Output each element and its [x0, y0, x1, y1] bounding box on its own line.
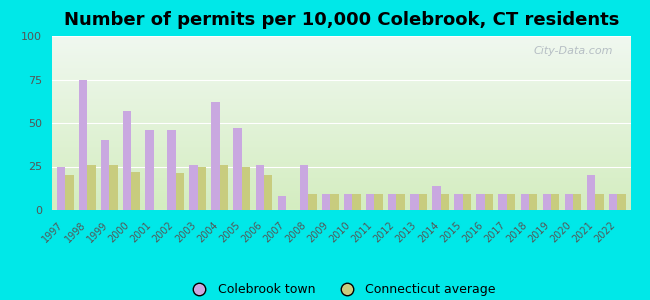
- Bar: [176, 173, 184, 210]
- Bar: [344, 194, 352, 210]
- Bar: [366, 194, 374, 210]
- Bar: [441, 194, 449, 210]
- Bar: [432, 186, 441, 210]
- Bar: [123, 111, 131, 210]
- Bar: [388, 194, 396, 210]
- Bar: [454, 194, 463, 210]
- Bar: [587, 175, 595, 210]
- Bar: [189, 165, 198, 210]
- Bar: [322, 194, 330, 210]
- Bar: [521, 194, 529, 210]
- Bar: [278, 196, 286, 210]
- Bar: [233, 128, 242, 210]
- Bar: [131, 172, 140, 210]
- Bar: [308, 194, 317, 210]
- Bar: [543, 194, 551, 210]
- Bar: [65, 175, 73, 210]
- Bar: [145, 130, 153, 210]
- Bar: [595, 194, 604, 210]
- Bar: [101, 140, 109, 210]
- Bar: [330, 194, 339, 210]
- Bar: [109, 165, 118, 210]
- Bar: [300, 165, 308, 210]
- Bar: [529, 194, 538, 210]
- Bar: [476, 194, 485, 210]
- Bar: [211, 102, 220, 210]
- Title: Number of permits per 10,000 Colebrook, CT residents: Number of permits per 10,000 Colebrook, …: [64, 11, 619, 29]
- Bar: [410, 194, 419, 210]
- Bar: [551, 194, 560, 210]
- Bar: [167, 130, 176, 210]
- Bar: [463, 194, 471, 210]
- Bar: [87, 165, 96, 210]
- Bar: [396, 194, 405, 210]
- Bar: [499, 194, 507, 210]
- Bar: [485, 194, 493, 210]
- Bar: [57, 167, 65, 210]
- Bar: [419, 194, 427, 210]
- Bar: [220, 165, 228, 210]
- Bar: [198, 167, 206, 210]
- Bar: [79, 80, 87, 210]
- Bar: [374, 194, 383, 210]
- Bar: [618, 194, 626, 210]
- Bar: [609, 194, 618, 210]
- Bar: [264, 175, 272, 210]
- Bar: [507, 194, 515, 210]
- Bar: [573, 194, 582, 210]
- Text: City-Data.com: City-Data.com: [534, 46, 613, 56]
- Bar: [565, 194, 573, 210]
- Legend: Colebrook town, Connecticut average: Colebrook town, Connecticut average: [181, 278, 501, 300]
- Bar: [255, 165, 264, 210]
- Bar: [242, 167, 250, 210]
- Bar: [352, 194, 361, 210]
